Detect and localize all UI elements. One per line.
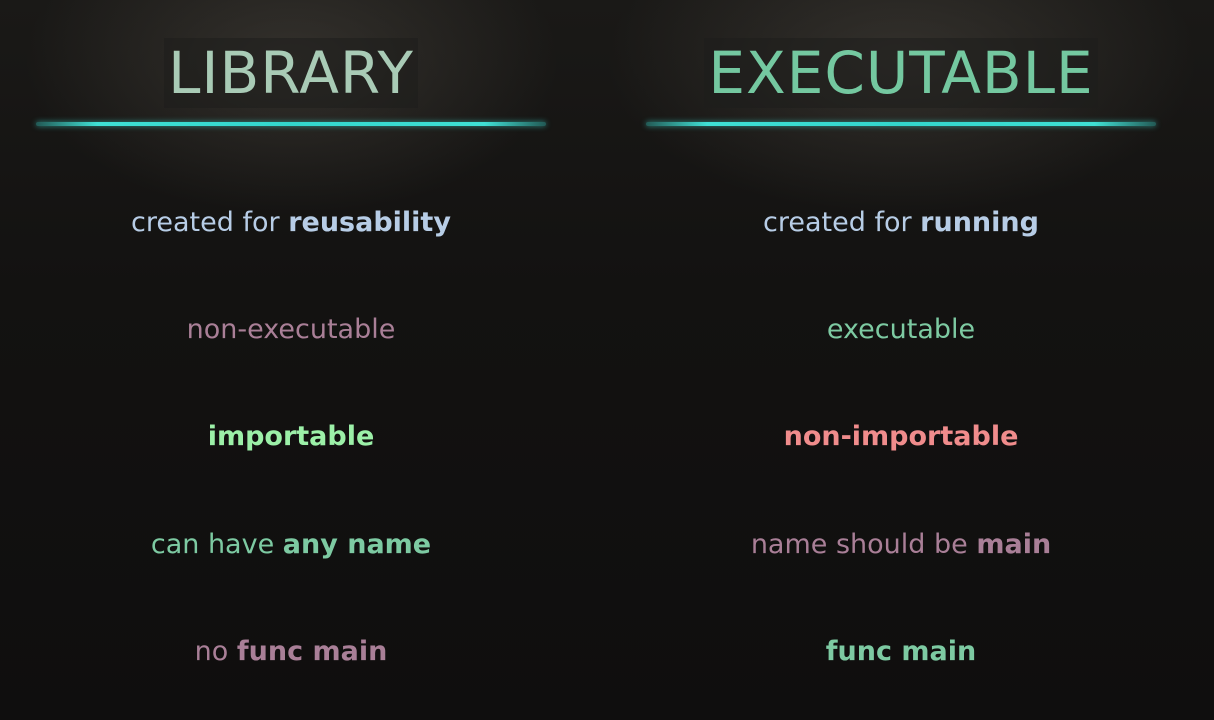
executable-row-importable: non-importable xyxy=(646,419,1156,455)
library-underline xyxy=(36,122,546,126)
library-row-name-prefix: can have xyxy=(150,529,283,560)
executable-row-importable-bold: non-importable xyxy=(783,421,1019,452)
library-column: LIBRARY created for reusability non-exec… xyxy=(36,0,546,720)
executable-column: EXECUTABLE created for running executabl… xyxy=(646,0,1156,720)
library-row-executable-prefix: non-executable xyxy=(186,314,396,345)
library-row-main-prefix: no xyxy=(194,636,237,667)
executable-row-executable: executable xyxy=(646,312,1156,348)
library-row-name: can have any name xyxy=(36,527,546,563)
executable-row-purpose-prefix: created for xyxy=(763,207,921,238)
executable-row-purpose-bold: running xyxy=(920,207,1039,238)
library-title: LIBRARY xyxy=(164,38,418,108)
executable-row-main-bold: func main xyxy=(825,636,977,667)
executable-row-name-prefix: name should be xyxy=(750,529,977,560)
executable-heading-wrap: EXECUTABLE xyxy=(646,38,1156,108)
executable-row-main: func main xyxy=(646,634,1156,670)
library-row-purpose: created for reusability xyxy=(36,205,546,241)
library-row-name-bold: any name xyxy=(282,529,432,560)
library-row-executable: non-executable xyxy=(36,312,546,348)
library-heading-wrap: LIBRARY xyxy=(36,38,546,108)
library-row-purpose-bold: reusability xyxy=(288,207,451,238)
executable-underline xyxy=(646,122,1156,126)
executable-title: EXECUTABLE xyxy=(704,38,1098,108)
library-row-importable: importable xyxy=(36,419,546,455)
library-row-purpose-prefix: created for xyxy=(131,207,289,238)
library-row-importable-bold: importable xyxy=(207,421,375,452)
library-row-main-bold: func main xyxy=(236,636,388,667)
executable-row-executable-prefix: executable xyxy=(826,314,976,345)
executable-row-name-bold: main xyxy=(976,529,1052,560)
executable-row-name: name should be main xyxy=(646,527,1156,563)
library-row-main: no func main xyxy=(36,634,546,670)
executable-row-purpose: created for running xyxy=(646,205,1156,241)
